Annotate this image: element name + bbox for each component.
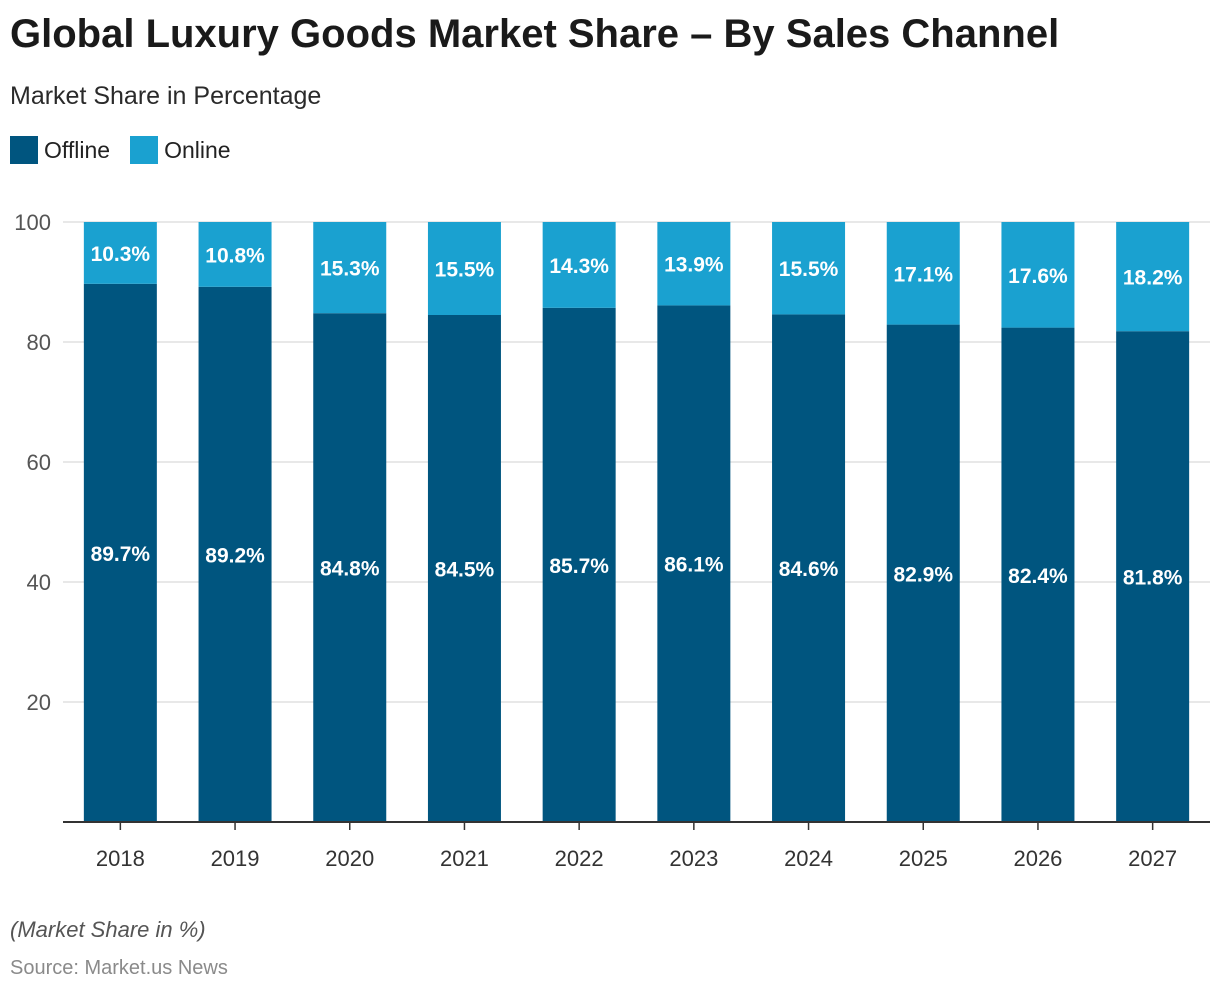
bar-offline-2024 — [772, 314, 846, 822]
data-label-online-2019: 10.8% — [205, 244, 265, 267]
bar-offline-2019 — [198, 286, 272, 822]
bar-offline-2021 — [427, 315, 501, 822]
bar-offline-2018 — [83, 283, 157, 822]
legend-swatch-offline — [10, 136, 38, 164]
data-label-offline-2022: 85.7% — [549, 555, 609, 578]
y-axis-ticks: 20 40 60 80 100 — [14, 210, 51, 715]
x-tick-label: 2025 — [899, 846, 948, 871]
data-label-offline-2025: 82.9% — [893, 563, 953, 586]
bar-online-2022 — [542, 222, 616, 308]
x-tick-label: 2021 — [440, 846, 489, 871]
x-tick-label: 2022 — [555, 846, 604, 871]
bar-online-2019 — [198, 222, 272, 287]
legend-item-offline: Offline — [10, 136, 110, 164]
data-label-online-2027: 18.2% — [1123, 267, 1183, 290]
bar-online-2023 — [657, 222, 731, 306]
bar-offline-2025 — [886, 324, 960, 822]
data-label-offline-2018: 89.7% — [91, 543, 151, 566]
data-label-online-2023: 13.9% — [664, 254, 724, 277]
data-label-online-2024: 15.5% — [779, 258, 839, 281]
data-label-offline-2021: 84.5% — [435, 559, 495, 582]
bar-online-2021 — [427, 222, 501, 315]
data-label-online-2025: 17.1% — [893, 263, 953, 286]
x-axis: 2018 2019 2020 2021 2022 2023 2024 2025 2026 2027 — [63, 821, 1210, 871]
legend-swatch-online — [130, 136, 159, 164]
legend-item-online: Online — [130, 136, 231, 164]
x-tick-label: 2023 — [669, 846, 718, 871]
bar-online-2027 — [1116, 222, 1190, 332]
bar-online-2020 — [313, 222, 387, 314]
bar-offline-2023 — [657, 305, 731, 822]
x-tick-label: 2026 — [1013, 846, 1062, 871]
stacked-bar-chart: 20 40 60 80 100 89.7% 10.3% 89.2% 10.8% 84.8% 15.… — [14, 210, 1210, 871]
y-tick-label: 20 — [27, 690, 51, 715]
x-tick-label: 2024 — [784, 846, 833, 871]
data-label-online-2018: 10.3% — [91, 243, 151, 266]
source-credit: Source: Market.us News — [10, 957, 228, 979]
chart-title: Global Luxury Goods Market Share – By Sa… — [10, 12, 1060, 56]
x-tick-label: 2019 — [211, 846, 260, 871]
data-label-offline-2026: 82.4% — [1008, 565, 1068, 588]
bar-online-2024 — [772, 222, 846, 315]
data-label-offline-2027: 81.8% — [1123, 567, 1183, 590]
x-tick-label: 2020 — [325, 846, 374, 871]
data-label-offline-2023: 86.1% — [664, 554, 724, 577]
legend-label-offline: Offline — [44, 136, 111, 163]
data-labels: 89.7% 10.3% 89.2% 10.8% 84.8% 15.3% 84.5% 15.5%… — [91, 243, 1183, 590]
y-tick-label: 80 — [27, 330, 51, 355]
bar-online-2026 — [1001, 222, 1075, 328]
bar-offline-2026 — [1001, 327, 1075, 822]
data-label-online-2022: 14.3% — [549, 255, 609, 278]
data-label-offline-2019: 89.2% — [205, 544, 265, 567]
y-tick-label: 40 — [27, 570, 51, 595]
legend-label-online: Online — [164, 136, 231, 163]
chart-subtitle: Market Share in Percentage — [10, 82, 322, 110]
y-tick-label: 60 — [27, 450, 51, 475]
data-label-offline-2020: 84.8% — [320, 558, 380, 581]
data-label-online-2021: 15.5% — [435, 259, 495, 282]
bars — [83, 222, 1190, 822]
data-label-online-2026: 17.6% — [1008, 265, 1068, 288]
bar-offline-2027 — [1116, 331, 1190, 822]
bar-online-2025 — [886, 222, 960, 325]
data-label-offline-2024: 84.6% — [779, 558, 839, 581]
bar-offline-2020 — [313, 313, 387, 822]
x-tick-label: 2027 — [1128, 846, 1177, 871]
x-tick-label: 2018 — [96, 846, 145, 871]
y-tick-label: 100 — [14, 210, 51, 235]
bar-online-2018 — [83, 222, 157, 284]
footnote: (Market Share in %) — [10, 917, 206, 942]
data-label-online-2020: 15.3% — [320, 258, 380, 281]
legend: Offline Online — [10, 136, 251, 164]
bar-offline-2022 — [542, 307, 616, 822]
